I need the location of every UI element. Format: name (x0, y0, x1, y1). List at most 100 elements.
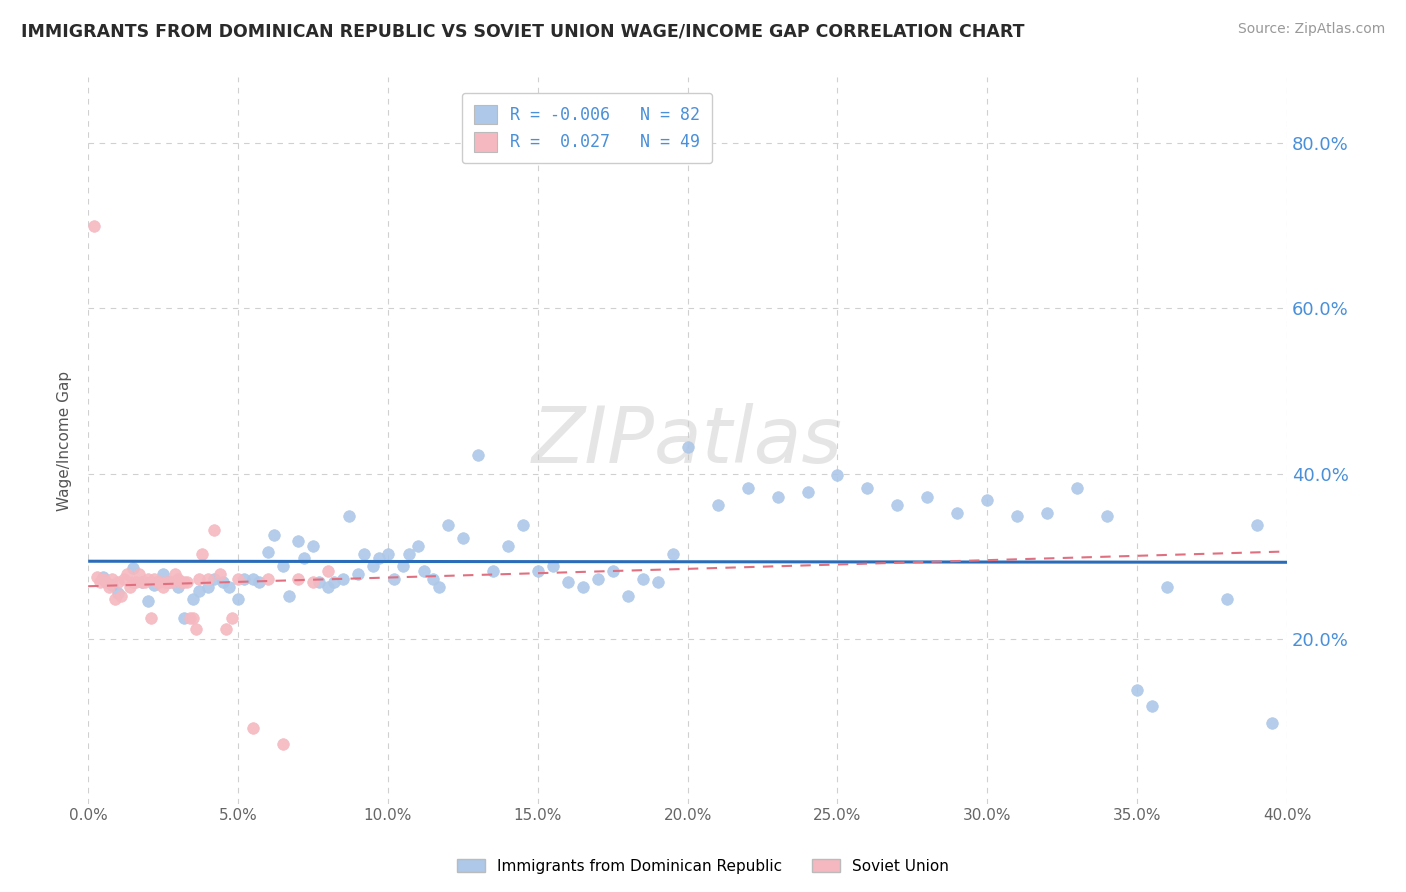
Point (94, 575, 117, 590)
Point (208, 567, 231, 582)
Point (616, 589, 638, 603)
Point (526, 564, 548, 578)
Point (215, 622, 238, 636)
Point (155, 575, 177, 590)
Point (496, 539, 519, 553)
Point (856, 482, 879, 496)
Point (188, 583, 211, 598)
Point (602, 564, 624, 578)
Point (1066, 482, 1088, 496)
Point (131, 575, 153, 590)
Point (91, 570, 114, 584)
Point (257, 545, 280, 559)
Point (377, 548, 399, 562)
Point (191, 548, 214, 562)
Point (976, 492, 998, 507)
Point (323, 575, 346, 590)
Point (398, 548, 420, 562)
Point (122, 575, 145, 590)
Point (115, 567, 138, 582)
Point (1261, 715, 1284, 730)
Point (1156, 581, 1178, 595)
Point (89, 575, 111, 590)
Point (302, 539, 325, 553)
Point (91, 572, 114, 586)
Point (337, 509, 360, 524)
Point (139, 611, 162, 625)
Point (367, 550, 389, 565)
Text: Source: ZipAtlas.com: Source: ZipAtlas.com (1237, 22, 1385, 37)
Point (1097, 509, 1119, 524)
Point (1246, 517, 1268, 532)
Point (1126, 682, 1149, 697)
Point (202, 572, 225, 586)
Legend: R = -0.006   N = 82, R =  0.027   N = 49: R = -0.006 N = 82, R = 0.027 N = 49 (463, 93, 713, 163)
Point (197, 581, 219, 595)
Point (120, 581, 142, 595)
Point (221, 611, 243, 625)
Point (1140, 699, 1163, 714)
Point (128, 567, 150, 582)
Point (263, 528, 285, 542)
Point (98, 581, 121, 595)
Point (226, 572, 249, 586)
Point (242, 572, 264, 586)
Point (451, 531, 474, 545)
Point (316, 564, 339, 578)
Point (1007, 509, 1029, 524)
Point (157, 575, 180, 590)
Y-axis label: Wage/Income Gap: Wage/Income Gap (58, 370, 72, 510)
Point (157, 575, 180, 590)
Point (226, 591, 249, 606)
Legend: Immigrants from Dominican Republic, Soviet Union: Immigrants from Dominican Republic, Sovi… (451, 853, 955, 880)
Point (86, 570, 108, 584)
Point (197, 572, 219, 586)
Point (647, 575, 669, 590)
Point (353, 548, 375, 562)
Point (110, 589, 132, 603)
Point (541, 558, 564, 573)
Point (152, 581, 174, 595)
Point (83, 219, 105, 233)
Point (586, 572, 609, 586)
Point (287, 572, 309, 586)
Point (188, 572, 211, 586)
Point (136, 572, 159, 586)
Point (149, 575, 172, 590)
Point (661, 548, 683, 562)
Point (107, 575, 129, 590)
Point (165, 567, 187, 582)
Point (202, 523, 225, 537)
Point (796, 484, 818, 499)
Point (287, 534, 309, 549)
Point (382, 572, 405, 586)
Point (212, 575, 235, 590)
Point (292, 550, 315, 565)
Point (392, 558, 415, 573)
Point (122, 561, 145, 575)
Text: ZIPatlas: ZIPatlas (533, 402, 844, 478)
Point (167, 572, 190, 586)
Point (737, 482, 759, 496)
Point (557, 575, 579, 590)
Point (766, 490, 789, 504)
Point (184, 622, 207, 636)
Point (143, 578, 166, 592)
Point (422, 572, 444, 586)
Point (181, 611, 204, 625)
Point (173, 611, 195, 625)
Point (101, 578, 124, 592)
Point (112, 572, 135, 586)
Point (107, 586, 129, 600)
Point (316, 581, 339, 595)
Point (247, 575, 270, 590)
Point (1036, 506, 1059, 520)
Point (134, 575, 156, 590)
Point (332, 572, 354, 586)
Point (308, 575, 330, 590)
Point (160, 575, 183, 590)
Point (347, 567, 370, 582)
Point (427, 581, 450, 595)
Point (173, 575, 195, 590)
Point (176, 575, 198, 590)
